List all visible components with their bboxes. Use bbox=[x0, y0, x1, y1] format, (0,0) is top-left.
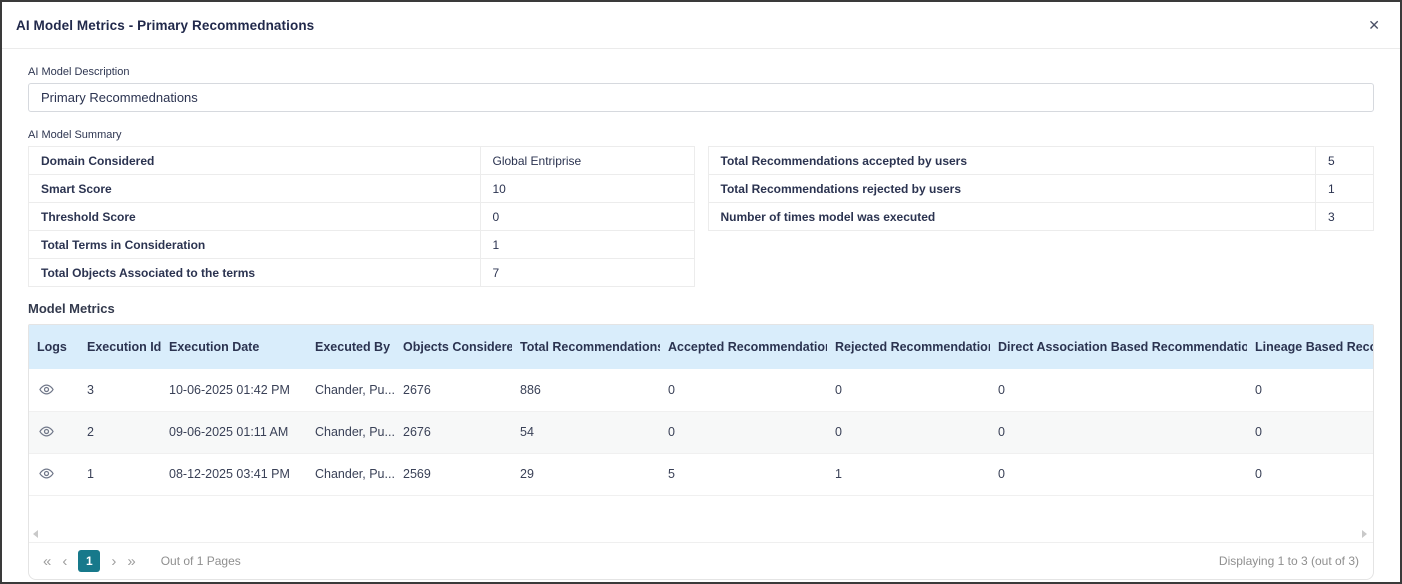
summary-row-value: 10 bbox=[479, 175, 694, 202]
column-header-lineage-based: Lineage Based Recommendations bbox=[1247, 325, 1373, 369]
column-header-execution-id: Execution Id bbox=[79, 325, 161, 369]
summary-row-label: Number of times model was executed bbox=[720, 209, 936, 224]
summary-row-label: Domain Considered bbox=[41, 153, 155, 168]
dialog-header: AI Model Metrics - Primary Recommednatio… bbox=[2, 2, 1400, 49]
scrollbar-right-arrow-icon[interactable] bbox=[1362, 530, 1367, 538]
cell-objects-considered: 2676 bbox=[395, 411, 512, 454]
summary-row-label: Threshold Score bbox=[41, 209, 136, 224]
cell-executed-by: Chander, Pu... bbox=[307, 411, 395, 454]
summary-row: Total Recommendations rejected by users … bbox=[708, 175, 1373, 203]
previous-page-button[interactable]: ‹ bbox=[62, 552, 68, 570]
model-metrics-panel: Logs Execution Id Execution Date Execute… bbox=[28, 324, 1374, 580]
summary-row-value: 7 bbox=[479, 259, 694, 286]
table-row: 3 10-06-2025 01:42 PM Chander, Pu... 267… bbox=[29, 369, 1373, 412]
summary-section: Domain Considered Global Entriprise Smar… bbox=[28, 146, 1374, 287]
scrollbar-left-arrow-icon[interactable] bbox=[33, 530, 38, 538]
cell-execution-date: 10-06-2025 01:42 PM bbox=[161, 369, 307, 412]
cell-objects-considered: 2676 bbox=[395, 369, 512, 412]
summary-row-label: Total Recommendations rejected by users bbox=[720, 181, 962, 196]
cell-execution-id: 3 bbox=[79, 369, 161, 412]
cell-rejected: 1 bbox=[827, 453, 990, 496]
view-logs-button[interactable] bbox=[37, 464, 56, 483]
cell-total-recommendations: 29 bbox=[512, 453, 660, 496]
summary-row-value: 3 bbox=[1315, 203, 1373, 230]
eye-icon bbox=[39, 384, 54, 395]
cell-execution-id: 1 bbox=[79, 453, 161, 496]
table-header-row: Logs Execution Id Execution Date Execute… bbox=[29, 325, 1373, 369]
last-page-button[interactable]: » bbox=[127, 552, 136, 570]
page-count-text: Out of 1 Pages bbox=[160, 554, 241, 568]
cell-executed-by: Chander, Pu... bbox=[307, 453, 395, 496]
cell-execution-date: 09-06-2025 01:11 AM bbox=[161, 411, 307, 454]
model-metrics-title: Model Metrics bbox=[28, 301, 115, 316]
first-page-button[interactable]: « bbox=[43, 552, 52, 570]
summary-row-label: Total Objects Associated to the terms bbox=[41, 265, 256, 280]
summary-label: AI Model Summary bbox=[28, 129, 122, 141]
cell-rejected: 0 bbox=[827, 411, 990, 454]
column-header-logs: Logs bbox=[29, 325, 79, 369]
cell-objects-considered: 2569 bbox=[395, 453, 512, 496]
summary-table-left: Domain Considered Global Entriprise Smar… bbox=[28, 146, 695, 287]
summary-row: Number of times model was executed 3 bbox=[708, 203, 1373, 231]
current-page-button[interactable]: 1 bbox=[78, 550, 101, 572]
summary-row: Threshold Score 0 bbox=[29, 203, 694, 231]
column-header-accepted-recommendations: Accepted Recommendations bbox=[660, 325, 827, 369]
summary-row-label: Total Terms in Consideration bbox=[41, 237, 206, 252]
cell-rejected: 0 bbox=[827, 369, 990, 412]
view-logs-button[interactable] bbox=[37, 380, 56, 399]
summary-row-value: 5 bbox=[1315, 147, 1373, 174]
summary-row-value: 1 bbox=[479, 231, 694, 258]
cell-lineage: 0 bbox=[1247, 411, 1373, 454]
model-metrics-table: Logs Execution Id Execution Date Execute… bbox=[29, 325, 1373, 496]
column-header-execution-date: Execution Date bbox=[161, 325, 307, 369]
table-row: 2 09-06-2025 01:11 AM Chander, Pu... 267… bbox=[29, 411, 1373, 454]
view-logs-button[interactable] bbox=[37, 422, 56, 441]
cell-total-recommendations: 54 bbox=[512, 411, 660, 454]
summary-row: Domain Considered Global Entriprise bbox=[29, 147, 694, 175]
pager-controls: « ‹ 1 › » Out of 1 Pages bbox=[43, 550, 241, 572]
summary-row: Total Recommendations accepted by users … bbox=[708, 147, 1373, 175]
eye-icon bbox=[39, 426, 54, 437]
cell-direct-association: 0 bbox=[990, 369, 1247, 412]
cell-execution-date: 08-12-2025 03:41 PM bbox=[161, 453, 307, 496]
summary-row-value: 1 bbox=[1315, 175, 1373, 202]
summary-row-value: 0 bbox=[479, 203, 694, 230]
cell-direct-association: 0 bbox=[990, 411, 1247, 454]
cell-executed-by: Chander, Pu... bbox=[307, 369, 395, 412]
dialog-content: AI Model Description AI Model Summary Do… bbox=[2, 66, 1400, 580]
cell-total-recommendations: 886 bbox=[512, 369, 660, 412]
column-header-executed-by: Executed By bbox=[307, 325, 395, 369]
next-page-button[interactable]: › bbox=[111, 552, 117, 570]
summary-row: Smart Score 10 bbox=[29, 175, 694, 203]
cell-lineage: 0 bbox=[1247, 369, 1373, 412]
column-header-rejected-recommendations: Rejected Recommendations bbox=[827, 325, 990, 369]
summary-row: Total Objects Associated to the terms 7 bbox=[29, 259, 694, 287]
eye-icon bbox=[39, 468, 54, 479]
column-header-total-recommendations: Total Recommendations bbox=[512, 325, 660, 369]
summary-row: Total Terms in Consideration 1 bbox=[29, 231, 694, 259]
dialog-title: AI Model Metrics - Primary Recommednatio… bbox=[16, 17, 315, 33]
cell-accepted: 0 bbox=[660, 411, 827, 454]
cell-direct-association: 0 bbox=[990, 453, 1247, 496]
description-label: AI Model Description bbox=[28, 66, 130, 78]
description-input[interactable] bbox=[28, 83, 1374, 112]
cell-execution-id: 2 bbox=[79, 411, 161, 454]
table-row: 1 08-12-2025 03:41 PM Chander, Pu... 256… bbox=[29, 453, 1373, 496]
summary-row-label: Total Recommendations accepted by users bbox=[720, 153, 968, 168]
cell-lineage: 0 bbox=[1247, 453, 1373, 496]
close-icon[interactable]: ✕ bbox=[1368, 17, 1380, 33]
cell-accepted: 5 bbox=[660, 453, 827, 496]
metrics-table-scroll-area[interactable]: Logs Execution Id Execution Date Execute… bbox=[29, 325, 1373, 542]
column-header-objects-considered: Objects Considered bbox=[395, 325, 512, 369]
summary-table-right: Total Recommendations accepted by users … bbox=[707, 146, 1374, 231]
cell-accepted: 0 bbox=[660, 369, 827, 412]
summary-row-value: Global Entriprise bbox=[479, 147, 694, 174]
column-header-direct-association: Direct Association Based Recommendations bbox=[990, 325, 1247, 369]
pagination-bar: « ‹ 1 › » Out of 1 Pages Displaying 1 to… bbox=[29, 542, 1373, 579]
summary-row-label: Smart Score bbox=[41, 181, 112, 196]
displaying-range-text: Displaying 1 to 3 (out of 3) bbox=[1218, 554, 1359, 568]
